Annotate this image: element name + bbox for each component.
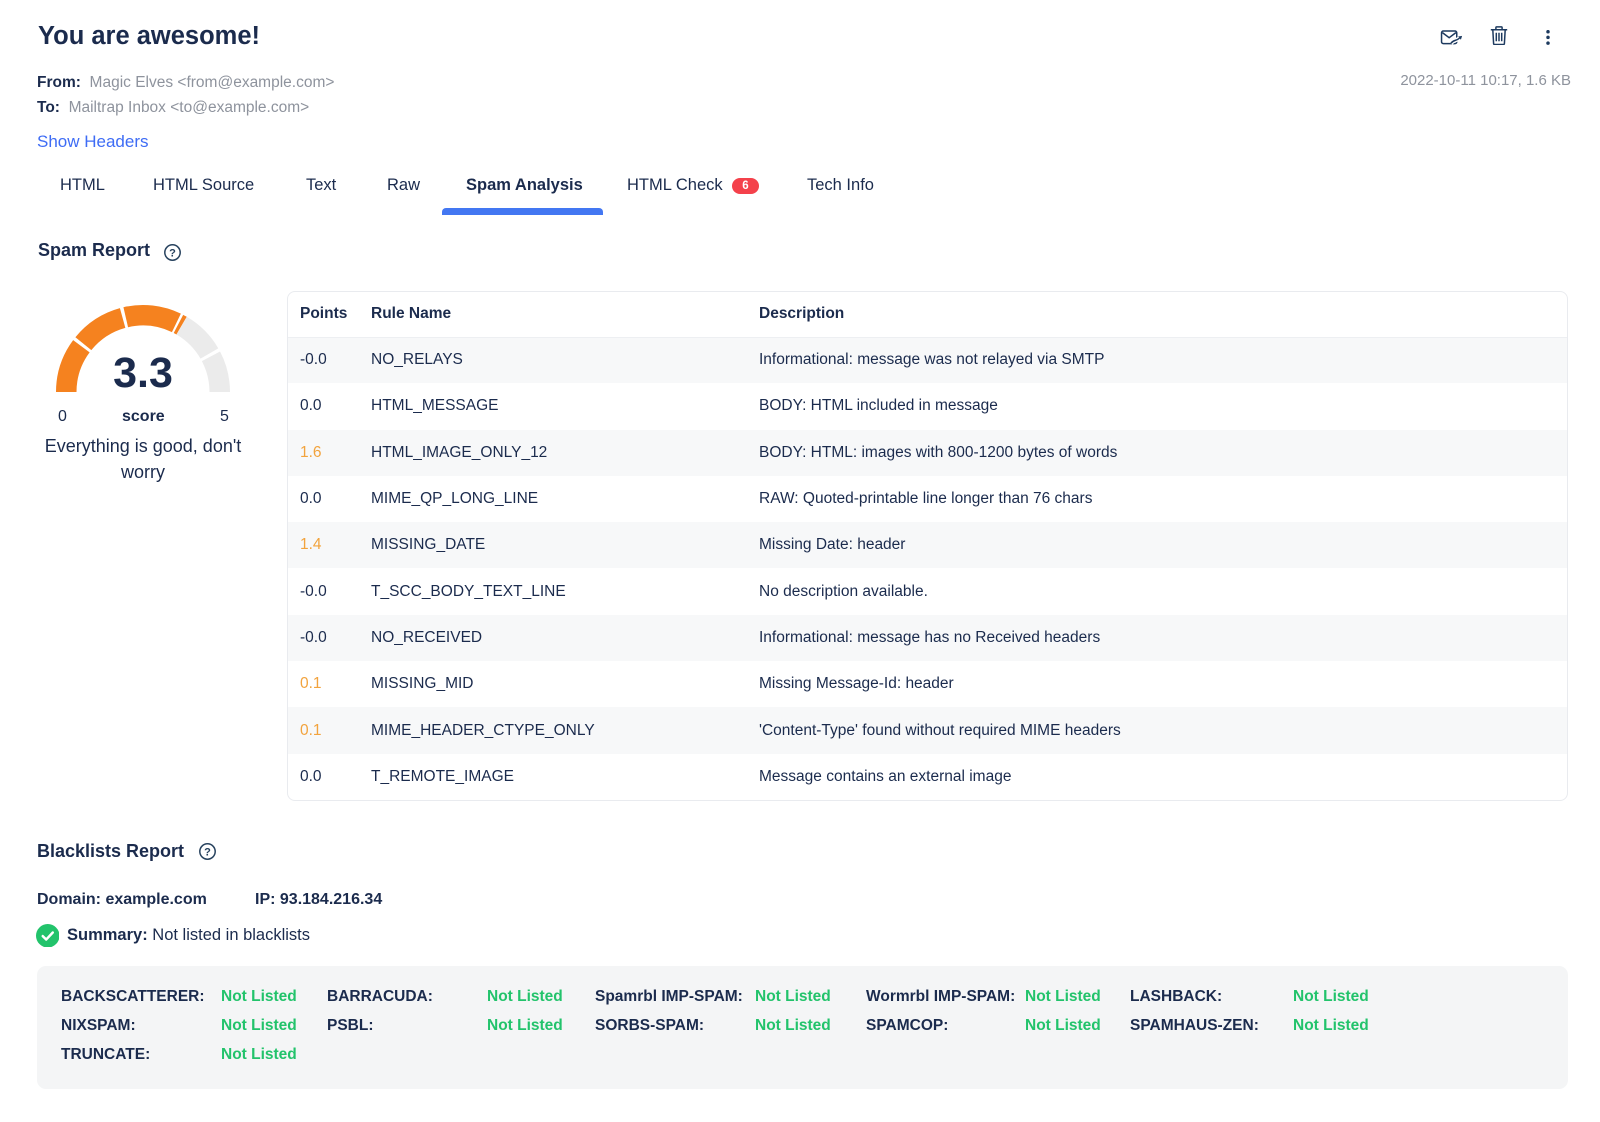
svg-text:?: ? bbox=[204, 846, 211, 858]
svg-text:?: ? bbox=[169, 247, 176, 259]
